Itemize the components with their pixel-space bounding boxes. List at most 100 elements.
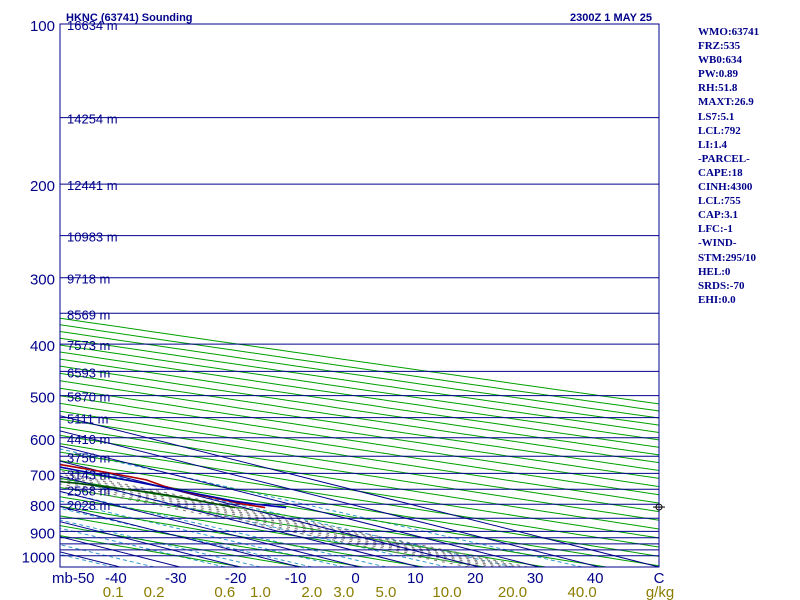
dry-adiabat-line — [60, 387, 659, 479]
chart-title: HKNC (63741) Sounding — [66, 12, 193, 24]
mixing-ratio-line — [60, 519, 261, 567]
height-label: 8569 m — [67, 307, 110, 322]
dry-adiabat-line — [60, 468, 659, 567]
isotherm-line — [60, 415, 659, 567]
sounding-index-line: STM:295/10 — [698, 251, 757, 264]
moist-adiabat-line — [60, 479, 494, 567]
pressure-tick-label: 100 — [30, 18, 55, 35]
sounding-index-line: LS7:5.1 — [698, 110, 735, 123]
chart-grid — [60, 24, 659, 567]
height-label: 9718 m — [67, 272, 110, 287]
sounding-index-line: EHI:0.0 — [698, 293, 736, 306]
dry-adiabat-line — [60, 410, 659, 504]
sounding-index-line: PW:0.89 — [698, 68, 739, 81]
dry-adiabat-line — [60, 418, 659, 513]
dry-adiabat-line — [60, 426, 659, 521]
mixing-ratio-line — [60, 491, 387, 567]
height-label: 12441 m — [67, 178, 118, 193]
mixing-ratio-line — [60, 500, 344, 567]
pressure-tick-label: 900 — [30, 525, 55, 542]
temperature-tick-label: 20 — [467, 570, 484, 587]
isotherm-line — [60, 475, 420, 567]
height-label: 10983 m — [67, 230, 118, 245]
dry-adiabat-line — [60, 451, 659, 548]
sounding-index-line: WMO:63741 — [698, 26, 760, 38]
moist-adiabat-line — [60, 470, 528, 567]
mixing-ratio-label: 2.0 — [301, 584, 322, 600]
temperature-tick-label: -10 — [285, 570, 307, 587]
plot-frame — [59, 23, 660, 568]
sounding-index-line: CINH:4300 — [698, 181, 753, 194]
height-label: 3756 m — [67, 450, 110, 465]
temperature-tick-label: 0 — [351, 570, 359, 587]
sounding-index-line: FRZ:535 — [698, 40, 741, 53]
isotherm-line — [60, 445, 540, 567]
sounding-index-line: HEL:0 — [698, 265, 731, 278]
temperature-trace — [60, 463, 266, 509]
height-label: 16634 m — [67, 18, 118, 33]
isotherm-line — [60, 430, 600, 567]
temperature-tick-label: mb-50 — [52, 570, 95, 587]
mixing-ratio-label: 40.0 — [568, 584, 597, 600]
temperature-tick-label: 40 — [587, 570, 604, 587]
temperature-tick-label: -30 — [165, 570, 187, 587]
mixing-ratio-label: 0.6 — [214, 584, 235, 600]
mixing-ratio-label: 0.2 — [144, 584, 165, 600]
sounding-index-line: LCL:755 — [698, 195, 741, 208]
sounding-index-line: LI:1.4 — [698, 138, 728, 151]
dry-adiabat-line — [60, 402, 659, 496]
height-label: 6593 m — [67, 365, 110, 380]
sounding-index-line: -PARCEL- — [698, 152, 750, 165]
sounding-index-line: RH:51.8 — [698, 82, 738, 95]
dry-adiabat-line — [60, 460, 659, 557]
sounding-index-line: -WIND- — [698, 237, 737, 250]
pressure-tick-label: 400 — [30, 338, 55, 355]
pressure-tick-label: 700 — [30, 467, 55, 484]
temperature-unit-label: C — [654, 570, 665, 587]
mixing-ratio-label: 5.0 — [376, 584, 397, 600]
height-label: 2028 m — [67, 498, 110, 513]
parcel-trace — [60, 466, 287, 509]
temperature-tick-label: 10 — [407, 570, 424, 587]
sounding-indices-panel: WMO:63741 FRZ:535 WB0:634 PW:0.89 RH:51.8 MAX… — [698, 25, 798, 307]
height-label: 14254 m — [67, 112, 118, 127]
height-label: 3143 m — [67, 467, 110, 482]
pressure-tick-label: 300 — [30, 272, 55, 289]
pressure-tick-label: 1000 — [22, 550, 55, 567]
sounding-index-line: WB0:634 — [698, 54, 742, 67]
sounding-index-line: LCL:792 — [698, 124, 741, 137]
sounding-index-line: MAXT:26.9 — [698, 96, 754, 109]
temperature-tick-label: -40 — [105, 570, 127, 587]
temperature-tick-label: -20 — [225, 570, 247, 587]
mixing-ratio-label: 10.0 — [432, 584, 461, 600]
mixing-ratio-label: 3.0 — [333, 584, 354, 600]
pressure-tick-label: 600 — [30, 432, 55, 449]
dry-adiabat-line — [60, 443, 659, 539]
height-label: 5870 m — [67, 390, 110, 405]
height-label: 2568 m — [67, 483, 110, 498]
isotherm-line — [60, 460, 480, 567]
pressure-tick-label: 200 — [30, 178, 55, 195]
sounding-index-line: LFC:-1 — [698, 223, 733, 236]
height-label: 5111 m — [67, 412, 108, 427]
height-label: 7573 m — [67, 338, 110, 353]
dry-adiabat-line — [60, 395, 659, 488]
mixing-ratio-unit-label: g/kg — [646, 584, 674, 600]
sounding-index-line: CAPE:18 — [698, 166, 743, 179]
pressure-tick-label: 500 — [30, 390, 55, 407]
mixing-ratio-label: 0.1 — [103, 584, 124, 600]
height-label: 4410 m — [67, 432, 110, 447]
mixing-ratio-label: 1.0 — [250, 584, 271, 600]
sounding-traces — [60, 463, 287, 509]
temperature-tick-label: 30 — [527, 570, 544, 587]
moist-adiabat-line — [60, 481, 487, 567]
sounding-index-line: CAP:3.1 — [698, 209, 739, 222]
pressure-tick-label: 800 — [30, 498, 55, 515]
sounding-index-line: SRDS:-70 — [698, 279, 745, 292]
mixing-ratio-line — [60, 527, 225, 567]
mixing-ratio-label: 20.0 — [498, 584, 527, 600]
chart-time: 2300Z 1 MAY 25 — [570, 12, 652, 24]
dry-adiabat-line — [60, 434, 659, 530]
